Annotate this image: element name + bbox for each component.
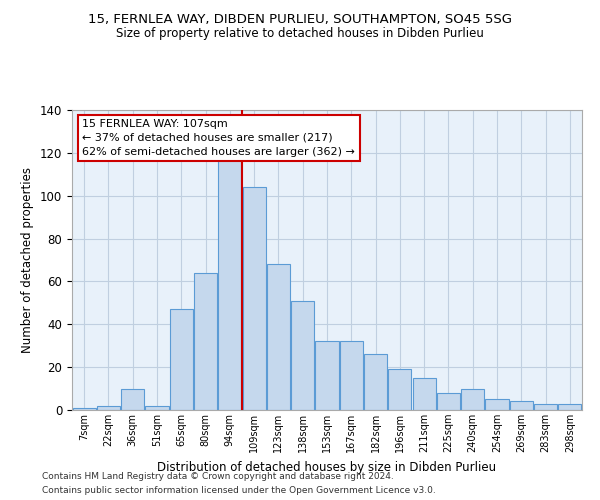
Bar [316, 342, 338, 410]
X-axis label: Distribution of detached houses by size in Dibden Purlieu: Distribution of detached houses by size … [157, 460, 497, 473]
Text: Size of property relative to detached houses in Dibden Purlieu: Size of property relative to detached ho… [116, 28, 484, 40]
Bar [340, 342, 363, 410]
Text: Contains public sector information licensed under the Open Government Licence v3: Contains public sector information licen… [42, 486, 436, 495]
Bar [534, 404, 557, 410]
Bar [267, 264, 290, 410]
Bar [291, 300, 314, 410]
Bar [194, 273, 217, 410]
Bar [461, 388, 484, 410]
Text: Contains HM Land Registry data © Crown copyright and database right 2024.: Contains HM Land Registry data © Crown c… [42, 472, 394, 481]
Bar [145, 406, 169, 410]
Bar [170, 310, 193, 410]
Bar [73, 408, 95, 410]
Bar [388, 370, 412, 410]
Bar [218, 157, 241, 410]
Bar [242, 187, 266, 410]
Bar [413, 378, 436, 410]
Bar [97, 406, 120, 410]
Text: 15, FERNLEA WAY, DIBDEN PURLIEU, SOUTHAMPTON, SO45 5SG: 15, FERNLEA WAY, DIBDEN PURLIEU, SOUTHAM… [88, 12, 512, 26]
Bar [437, 393, 460, 410]
Bar [510, 402, 533, 410]
Text: 15 FERNLEA WAY: 107sqm
← 37% of detached houses are smaller (217)
62% of semi-de: 15 FERNLEA WAY: 107sqm ← 37% of detached… [82, 119, 355, 157]
Bar [559, 404, 581, 410]
Y-axis label: Number of detached properties: Number of detached properties [22, 167, 34, 353]
Bar [364, 354, 387, 410]
Bar [485, 400, 509, 410]
Bar [121, 388, 144, 410]
